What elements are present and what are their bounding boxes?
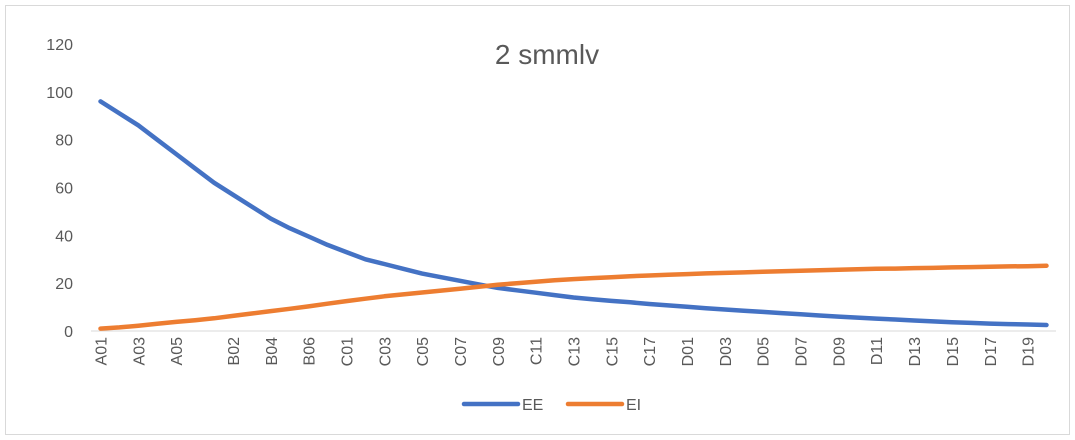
x-tick-label: C05 <box>415 337 432 366</box>
legend: EE EI <box>461 397 641 414</box>
axis-layer: 0 20 40 60 80 100 120 A01 A03 A05 B02 B04 B06 C01 C03 C… <box>46 37 1056 366</box>
line-chart: 0 20 40 60 80 100 120 A01 A03 A05 B02 B04 B06 C01 C03 C… <box>46 37 1056 414</box>
x-tick-label: D15 <box>945 337 962 366</box>
x-tick-label: D01 <box>680 337 697 366</box>
x-tick-label: C17 <box>642 337 659 366</box>
y-tick-label: 60 <box>55 181 73 198</box>
x-tick-label: C11 <box>529 337 546 365</box>
x-tick-label: C15 <box>604 337 621 366</box>
y-tick-label: 20 <box>55 276 73 293</box>
legend-label-ee: EE <box>522 397 543 414</box>
x-tick-label: C09 <box>491 337 508 366</box>
x-tick-label: A05 <box>169 337 186 366</box>
x-tick-label: C03 <box>377 337 394 366</box>
legend-label-ei: EI <box>626 397 641 414</box>
x-tick-label: C13 <box>567 337 584 366</box>
x-tick-label: D09 <box>831 337 848 366</box>
x-tick-label: D11 <box>869 337 886 365</box>
x-tick-label: D17 <box>983 337 1000 366</box>
y-tick-label: 100 <box>46 85 73 102</box>
y-tick-label: 40 <box>55 228 73 245</box>
series-line-ee <box>98 99 1049 328</box>
series-layer <box>98 99 1049 331</box>
x-tick-label: D05 <box>756 337 773 366</box>
x-tick-label: A03 <box>131 337 148 366</box>
chart-area: 0 20 40 60 80 100 120 A01 A03 A05 B02 B04 B06 C01 C03 C… <box>5 5 1070 435</box>
series-line-ei <box>98 263 1049 331</box>
x-tick-label: B04 <box>264 337 281 366</box>
y-tick-label: 0 <box>64 324 73 341</box>
x-tick-label: D19 <box>1021 337 1038 366</box>
x-tick-label: B02 <box>226 337 243 366</box>
x-tick-label: D13 <box>907 337 924 366</box>
chart-title: 2 smmlv <box>495 39 599 70</box>
y-tick-label: 80 <box>55 133 73 150</box>
x-tick-label: A01 <box>93 337 110 366</box>
x-tick-label: C01 <box>339 337 356 366</box>
x-tick-label: D03 <box>718 337 735 366</box>
y-tick-label: 120 <box>46 37 73 54</box>
x-tick-label: D07 <box>794 337 811 366</box>
x-tick-label: B06 <box>302 337 319 366</box>
x-tick-label: C07 <box>453 337 470 366</box>
